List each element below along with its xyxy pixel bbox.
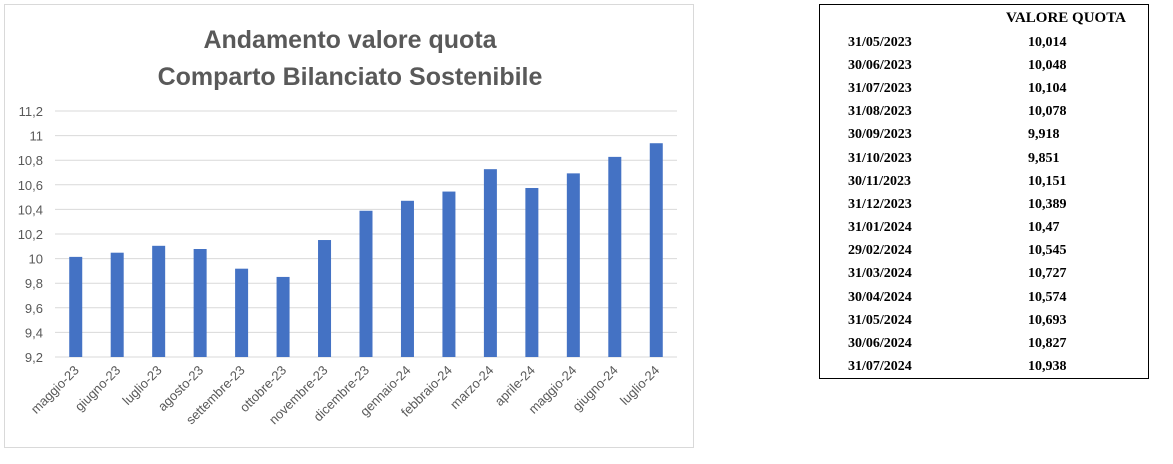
- value-cell: 10,389: [1028, 196, 1067, 212]
- bar: [400, 200, 414, 357]
- value-cell: 9,851: [1028, 150, 1060, 166]
- y-tick-label: 9,4: [25, 325, 43, 340]
- date-cell: 29/02/2024: [848, 243, 912, 259]
- value-cell: 10,727: [1028, 266, 1067, 282]
- bar: [525, 187, 539, 357]
- y-tick-label: 11: [30, 129, 44, 144]
- bar: [318, 240, 332, 357]
- value-cell: 9,918: [1028, 127, 1060, 143]
- value-cell: 10,938: [1028, 359, 1067, 375]
- y-tick-label: 10,6: [18, 178, 43, 193]
- value-cell: 10,545: [1028, 243, 1067, 259]
- table-row: 31/12/2023 10,389: [820, 193, 1148, 216]
- bar: [442, 191, 456, 357]
- bar: [276, 276, 290, 357]
- table-row: 30/09/2023 9,918: [820, 124, 1148, 147]
- bar: [152, 245, 166, 357]
- bar: [193, 249, 207, 357]
- chart-panel: Andamento valore quota Comparto Bilanciat…: [4, 4, 694, 448]
- table-row: 29/02/2024 10,545: [820, 240, 1148, 263]
- y-tick-label: 10,2: [18, 227, 43, 242]
- x-tick-label: luglio-24: [617, 363, 662, 408]
- value-cell: 10,014: [1028, 34, 1067, 50]
- table-row: 30/11/2023 10,151: [820, 170, 1148, 193]
- date-cell: 31/07/2023: [848, 80, 912, 96]
- value-cell: 10,47: [1028, 220, 1060, 236]
- bar: [566, 173, 580, 357]
- chart-title-line: Andamento valore quota: [203, 26, 497, 54]
- bar: [110, 252, 124, 357]
- y-tick-label: 10,8: [18, 153, 43, 168]
- x-tick-label: marzo-24: [447, 363, 496, 412]
- date-cell: 31/08/2023: [848, 104, 912, 120]
- date-cell: 30/04/2024: [848, 289, 912, 305]
- table-row: 31/03/2024 10,727: [820, 263, 1148, 286]
- bar: [649, 143, 663, 357]
- table-row: 31/10/2023 9,851: [820, 147, 1148, 170]
- date-cell: 31/12/2023: [848, 196, 912, 212]
- y-tick-label: 9,2: [25, 350, 43, 365]
- date-cell: 30/06/2023: [848, 57, 912, 73]
- table-row: 31/07/2023 10,104: [820, 77, 1148, 100]
- date-cell: 30/11/2023: [848, 173, 912, 189]
- header-date: [820, 5, 984, 31]
- table-row: 30/06/2024 10,827: [820, 332, 1148, 355]
- bar: [235, 268, 249, 357]
- table-row: 31/05/2023 10,014: [820, 31, 1148, 54]
- value-table-panel: VALORE QUOTA 31/05/2023 10,014 30/06/2023 1…: [819, 4, 1149, 379]
- value-cell: 10,574: [1028, 289, 1067, 305]
- value-cell: 10,693: [1028, 312, 1067, 328]
- date-cell: 31/05/2024: [848, 312, 912, 328]
- y-tick-label: 9,6: [25, 301, 43, 316]
- bar: [359, 210, 373, 357]
- date-cell: 31/05/2023: [848, 34, 912, 50]
- y-tick-label: 9,8: [25, 276, 43, 291]
- bar: [69, 256, 83, 357]
- table-body: 31/05/2023 10,014 30/06/2023 10,048 31/07/20…: [820, 31, 1148, 379]
- date-cell: 31/01/2024: [848, 220, 912, 236]
- y-tick-label: 10,4: [18, 202, 43, 217]
- table-row: 31/08/2023 10,078: [820, 101, 1148, 124]
- x-tick-label: maggio-23: [28, 363, 82, 417]
- table-row: 31/01/2024 10,47: [820, 217, 1148, 240]
- date-cell: 30/06/2024: [848, 336, 912, 352]
- date-cell: 31/07/2024: [848, 359, 912, 375]
- table-row: 31/07/2024 10,938: [820, 356, 1148, 379]
- bar-chart: Andamento valore quota Comparto Bilanciat…: [18, 26, 677, 427]
- value-cell: 10,078: [1028, 104, 1067, 120]
- x-tick-label: giugno-24: [569, 363, 620, 414]
- bar: [483, 169, 497, 357]
- date-cell: 31/10/2023: [848, 150, 912, 166]
- value-cell: 10,048: [1028, 57, 1067, 73]
- date-cell: 30/09/2023: [848, 127, 912, 143]
- value-table: VALORE QUOTA 31/05/2023 10,014 30/06/2023 1…: [820, 5, 1148, 379]
- y-tick-label: 10: [29, 252, 43, 267]
- chart-title-line: Comparto Bilanciato Sostenibile: [158, 63, 543, 91]
- value-cell: 10,827: [1028, 336, 1067, 352]
- date-cell: 31/03/2024: [848, 266, 912, 282]
- table-row: 31/05/2024 10,693: [820, 309, 1148, 332]
- table-row: 30/04/2024 10,574: [820, 286, 1148, 309]
- bar: [608, 156, 622, 357]
- y-tick-label: 11,2: [19, 104, 43, 119]
- value-cell: 10,151: [1028, 173, 1067, 189]
- table-header-row: VALORE QUOTA: [820, 5, 1148, 31]
- value-cell: 10,104: [1028, 80, 1067, 96]
- header-value: VALORE QUOTA: [1006, 9, 1126, 26]
- x-tick-label: giugno-23: [72, 363, 123, 414]
- table-row: 30/06/2023 10,048: [820, 54, 1148, 77]
